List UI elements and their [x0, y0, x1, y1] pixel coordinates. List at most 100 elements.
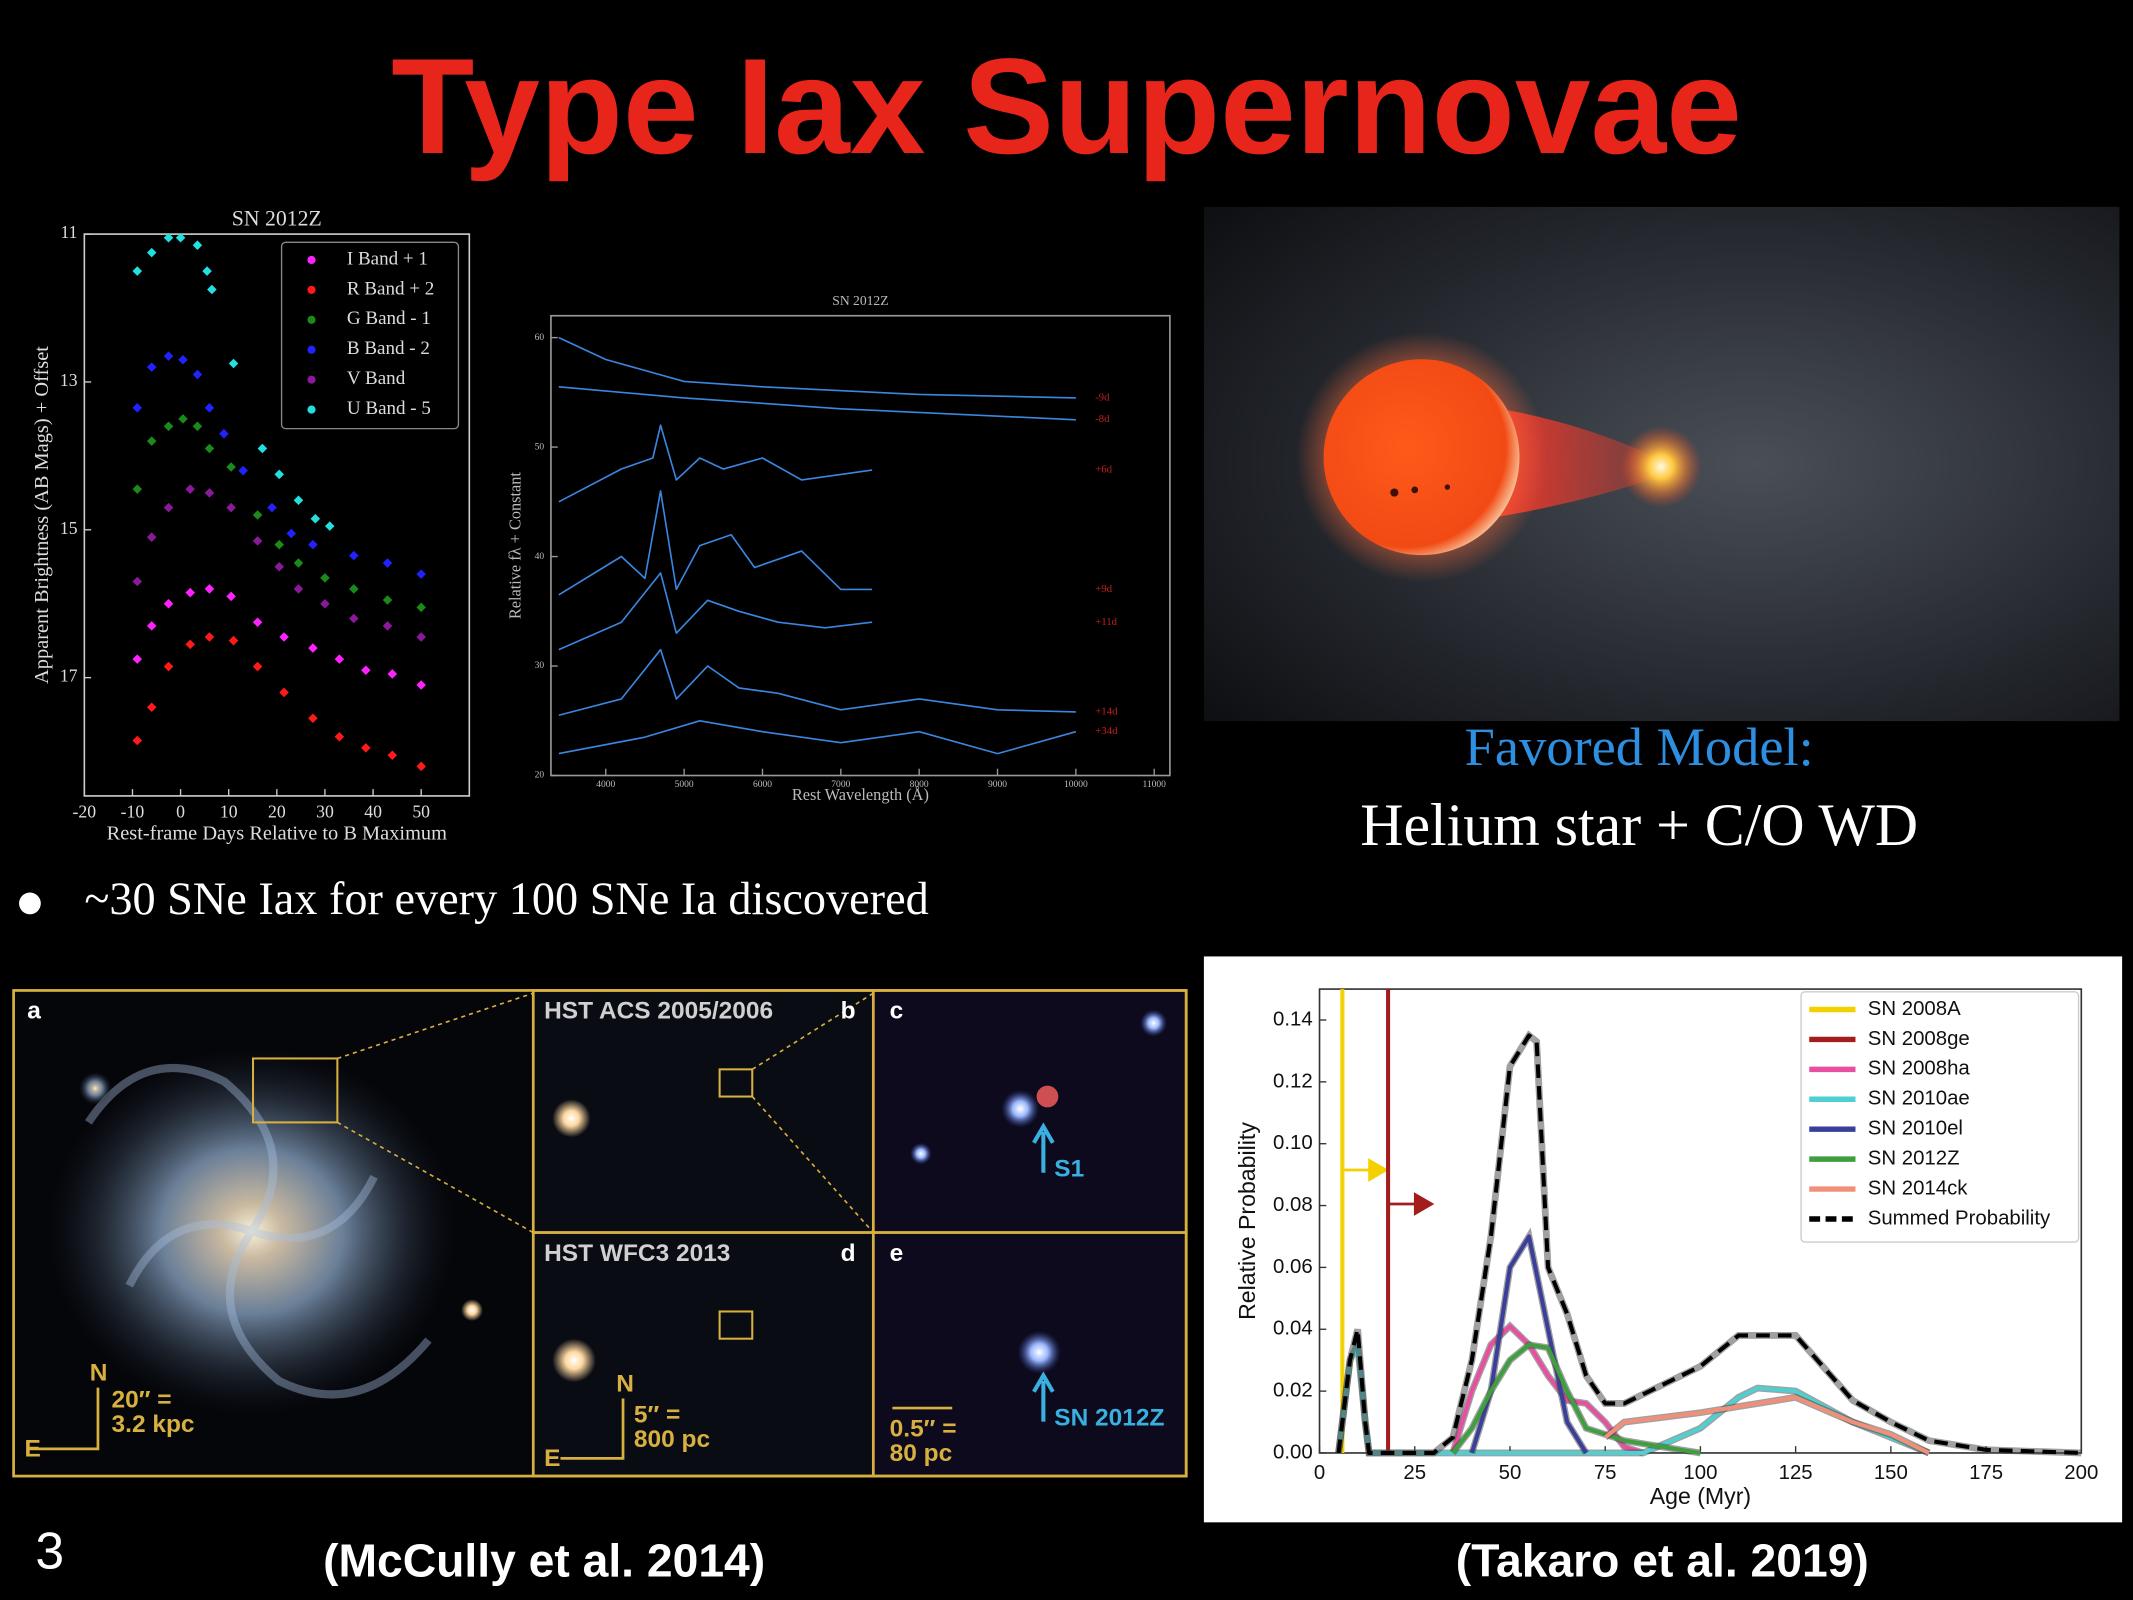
hst-panel: a b c d e HST ACS 2005/2006 HST WFC3 201… [12, 989, 1188, 1478]
data-point [257, 443, 268, 454]
x-axis-label: Rest-frame Days Relative to B Maximum [107, 823, 447, 845]
y-tick-label: 50 [535, 442, 545, 452]
source-label: S1 [1054, 1155, 1084, 1182]
y-tick-label: 20 [535, 771, 545, 781]
data-point [228, 635, 239, 646]
satellite-galaxy [78, 1072, 112, 1105]
x-tick-label: 8000 [910, 780, 929, 790]
x-tick-label: 150 [1874, 1462, 1908, 1484]
legend-label: U Band - 5 [347, 398, 431, 419]
scale-label: 0.5″ = [890, 1415, 957, 1442]
data-point [274, 469, 284, 480]
source [1036, 1085, 1059, 1108]
y-tick-label: 40 [535, 552, 545, 562]
data-point [226, 502, 236, 513]
panel-letter: c [890, 998, 904, 1025]
legend-label: SN 2012Z [1868, 1148, 1960, 1170]
data-point [416, 632, 426, 642]
data-point [252, 661, 263, 672]
zoom-box [252, 1057, 339, 1124]
data-point [308, 643, 318, 653]
y-tick-label: 30 [535, 661, 545, 671]
panel-b [531, 989, 875, 1234]
panel-letter: e [890, 1240, 904, 1267]
data-point [349, 613, 359, 624]
series-line [1451, 1342, 1701, 1455]
x-tick-label: 75 [1594, 1462, 1617, 1484]
x-tick-label: 10 [220, 802, 238, 822]
chart-title: SN 2012Z [832, 293, 888, 308]
y-axis-label: Relative fλ + Constant [506, 472, 525, 620]
data-point [132, 654, 143, 664]
y-tick-label: 0.12 [1273, 1070, 1313, 1092]
legend-label: SN 2008ge [1868, 1028, 1970, 1050]
data-point [361, 743, 371, 753]
y-tick-label: 0.10 [1273, 1132, 1313, 1154]
data-point [382, 621, 393, 631]
phase-label: +11d [1095, 616, 1118, 628]
panel-letter: a [27, 998, 41, 1025]
y-axis-label: Relative Probability [1234, 1122, 1260, 1320]
galaxy-core [552, 1099, 591, 1138]
series-line [1336, 1033, 2082, 1455]
data-point [132, 735, 143, 746]
data-point [238, 465, 248, 476]
star-spot [1390, 488, 1399, 497]
y-axis-label: Apparent Brightness (AB Mags) + Offset [31, 346, 53, 684]
data-point [416, 602, 426, 613]
data-point [382, 558, 393, 568]
compass [560, 1398, 625, 1460]
x-tick-label: 5000 [675, 780, 694, 790]
citation: (McCully et al. 2014) [323, 1535, 765, 1587]
source-sn [1017, 1330, 1062, 1375]
arrow [1032, 1122, 1055, 1173]
data-point [192, 240, 203, 250]
legend-marker [307, 345, 316, 354]
series-line [558, 720, 1077, 755]
helium-star [1323, 359, 1520, 556]
data-point [178, 355, 188, 365]
legend-label: V Band [347, 368, 406, 389]
y-tick-label: 11 [61, 222, 78, 242]
instrument-label: HST ACS 2005/2006 [544, 998, 773, 1025]
phase-label: +14d [1095, 706, 1118, 718]
data-point [334, 732, 345, 742]
phase-label: +9d [1095, 583, 1113, 595]
phase-label: -8d [1095, 413, 1110, 425]
y-tick-label: 17 [60, 666, 78, 686]
y-tick-label: 0.06 [1273, 1256, 1313, 1278]
data-point [146, 247, 157, 258]
legend-label: SN 2010el [1868, 1118, 1963, 1140]
y-tick-label: 13 [60, 370, 78, 390]
arrow [1032, 1371, 1055, 1422]
x-tick-label: 0 [176, 802, 185, 822]
x-tick-label: 9000 [988, 780, 1007, 790]
series-line [558, 386, 1076, 421]
data-point [387, 669, 398, 679]
series-line [558, 648, 1076, 717]
data-point [207, 284, 217, 295]
source-s1 [1001, 1089, 1040, 1128]
data-point [252, 617, 263, 627]
data-point [382, 595, 393, 605]
legend-label: SN 2008ha [1868, 1058, 1971, 1080]
source [910, 1142, 932, 1165]
data-point [267, 502, 277, 513]
zoom-lines [336, 992, 534, 1234]
data-point [132, 403, 143, 413]
data-point [132, 266, 143, 276]
spiral-arms [85, 1063, 432, 1399]
x-tick-label: 11000 [1142, 780, 1166, 790]
data-point [204, 584, 215, 594]
data-point [192, 369, 203, 380]
x-tick-label: 175 [1969, 1462, 2003, 1484]
data-point [293, 558, 304, 568]
data-point [279, 687, 289, 698]
data-point [178, 414, 188, 424]
page-number: 3 [35, 1522, 64, 1580]
data-point [416, 761, 426, 772]
x-tick-label: 50 [412, 802, 430, 822]
star-spot [1444, 484, 1451, 490]
data-point [226, 591, 236, 602]
